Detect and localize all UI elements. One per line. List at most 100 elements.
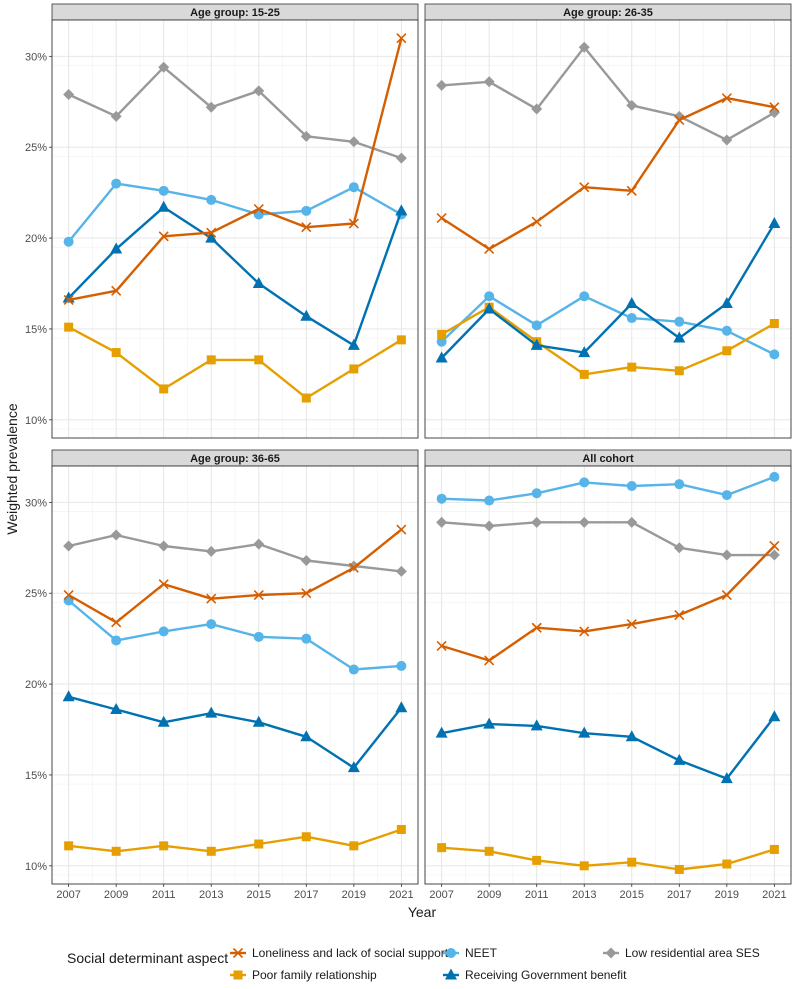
x-tick-label: 2021 — [389, 889, 413, 901]
data-point — [769, 319, 779, 329]
series-neet — [436, 291, 780, 360]
data-point — [674, 609, 685, 621]
data-point — [205, 706, 218, 718]
legend-item-low-residential-area-ses: Low residential area SES — [603, 946, 760, 960]
legend-item-poor-family-relationship: Poor family relationship — [230, 968, 377, 982]
data-point — [579, 477, 590, 488]
data-point — [626, 619, 637, 630]
data-point — [722, 859, 732, 869]
data-point — [484, 291, 495, 302]
legend-label: NEET — [465, 946, 498, 960]
data-point — [484, 243, 495, 255]
data-point — [158, 185, 169, 196]
series-receiving-government-benefit — [62, 690, 408, 773]
series-line — [68, 695, 403, 769]
data-point — [530, 338, 543, 350]
data-point — [254, 355, 264, 365]
data-point — [768, 710, 781, 722]
data-point — [63, 236, 74, 247]
data-point — [769, 102, 780, 113]
data-point — [625, 730, 638, 742]
y-axis-title: Weighted prevalence — [4, 403, 20, 534]
x-tick-label: 2011 — [525, 889, 549, 901]
series-neet — [436, 471, 780, 506]
data-point — [205, 231, 218, 243]
x-tick-label: 2021 — [762, 889, 786, 901]
series-line — [441, 545, 776, 662]
y-tick-label: 25% — [25, 588, 47, 600]
data-point — [206, 593, 217, 604]
data-point — [769, 471, 780, 482]
data-point — [484, 846, 494, 856]
data-point — [158, 540, 170, 552]
data-point — [111, 348, 121, 358]
data-point — [158, 61, 170, 73]
legend-key-marker — [232, 947, 244, 959]
data-point — [301, 588, 312, 599]
data-point — [395, 565, 407, 577]
data-point — [158, 579, 169, 590]
series-line — [441, 305, 775, 376]
data-point — [579, 861, 589, 871]
data-point — [531, 488, 542, 499]
data-point — [721, 93, 732, 104]
data-point — [531, 622, 542, 633]
panel-title: All cohort — [582, 453, 634, 465]
data-point — [626, 99, 638, 111]
data-point — [531, 103, 543, 115]
legend-item-receiving-government-benefit: Receiving Government benefit — [443, 968, 627, 982]
data-point — [205, 101, 217, 113]
panel-border — [51, 465, 419, 885]
y-tick-label: 25% — [25, 142, 47, 154]
data-point — [205, 545, 217, 557]
y-tick-label: 15% — [25, 770, 47, 782]
series-low-residential-area-ses — [63, 529, 407, 577]
data-point — [721, 549, 733, 561]
data-point — [437, 843, 447, 853]
data-point — [578, 516, 590, 528]
data-point — [436, 336, 447, 347]
y-tick-label: 20% — [25, 233, 47, 245]
data-point — [627, 857, 637, 867]
legend-label: Low residential area SES — [625, 946, 760, 960]
data-point — [579, 626, 590, 637]
panel-title: Age group: 15-25 — [190, 7, 280, 19]
panel-border — [424, 19, 792, 439]
series-loneliness-and-lack-of-social-support — [436, 540, 780, 666]
series-loneliness-and-lack-of-social-support — [436, 93, 780, 255]
data-point — [206, 355, 216, 365]
data-point — [254, 839, 264, 849]
data-point — [300, 130, 312, 142]
data-point — [769, 540, 780, 552]
data-point — [578, 41, 590, 53]
data-point — [64, 322, 74, 332]
data-point — [157, 200, 170, 212]
series-receiving-government-benefit — [435, 217, 781, 363]
panel-title: Age group: 36-65 — [190, 453, 280, 465]
data-point — [484, 495, 495, 506]
data-point — [395, 701, 408, 713]
series-line — [67, 599, 402, 671]
data-point — [347, 338, 360, 350]
series-line — [68, 66, 402, 160]
data-point — [531, 320, 542, 331]
data-point — [484, 655, 495, 666]
x-tick-label: 2015 — [620, 889, 644, 901]
x-tick-label: 2007 — [56, 889, 80, 901]
series-low-residential-area-ses — [436, 516, 780, 561]
data-point — [437, 329, 447, 339]
series-poor-family-relationship — [437, 843, 779, 874]
data-point — [206, 619, 217, 630]
data-point — [111, 178, 122, 189]
data-point — [301, 205, 312, 216]
data-point — [301, 633, 312, 644]
data-point — [436, 79, 448, 91]
panel-all-cohort: All cohort 2007 2009 2011 2013 2015 2017 2019 20… — [424, 449, 792, 901]
data-point — [111, 846, 121, 856]
data-point — [769, 844, 779, 854]
series-receiving-government-benefit — [435, 710, 781, 784]
data-point — [673, 753, 686, 765]
data-point — [252, 277, 265, 289]
data-point — [435, 726, 448, 738]
data-point — [301, 222, 312, 233]
